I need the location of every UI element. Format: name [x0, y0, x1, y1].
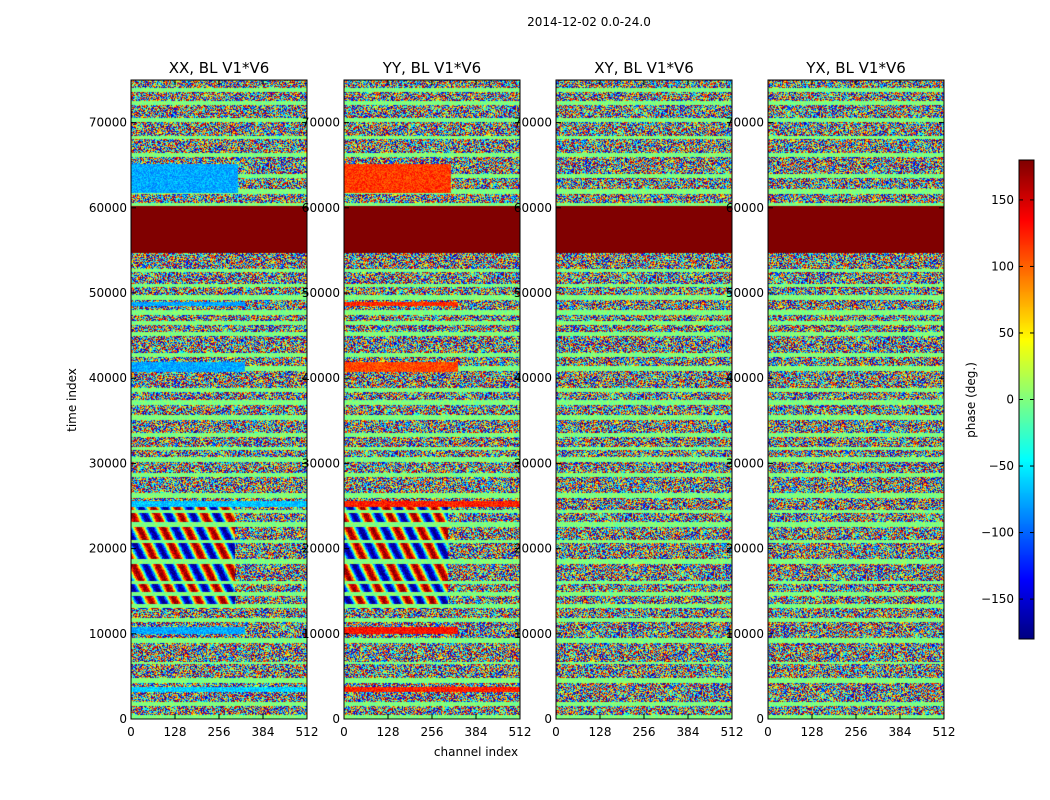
heatmap-image — [344, 80, 520, 719]
colorbar-tick-label: −50 — [989, 459, 1014, 473]
figure-suptitle: 2014-12-02 0.0-24.0 — [527, 15, 651, 29]
y-tick-label: 10000 — [89, 627, 127, 641]
y-tick-label: 40000 — [302, 371, 340, 385]
y-tick-label: 50000 — [514, 286, 552, 300]
x-tick-label: 384 — [252, 725, 275, 739]
heatmap-canvas — [131, 80, 307, 719]
y-tick-label: 0 — [119, 712, 127, 726]
y-tick-label: 0 — [332, 712, 340, 726]
y-tick-label: 50000 — [726, 286, 764, 300]
colorbar-gradient — [1019, 160, 1034, 639]
colorbar: −150 −100 −50 0 50 100 150 — [981, 159, 1035, 640]
x-tick-label: 384 — [465, 725, 488, 739]
y-tick-label: 0 — [544, 712, 552, 726]
heatmap-image — [768, 80, 944, 719]
panel-yx: YX, BL V1*V6 0 128 256 384 512 0 10000 20000 3000… — [726, 59, 956, 739]
x-axis-label: channel index — [434, 745, 518, 759]
y-tick-label: 30000 — [89, 456, 127, 470]
heatmap-image — [131, 80, 307, 719]
y-tick-label: 0 — [756, 712, 764, 726]
y-tick-label: 70000 — [514, 116, 552, 130]
x-tick-label: 0 — [127, 725, 135, 739]
y-tick-label: 10000 — [726, 627, 764, 641]
y-tick-label: 10000 — [514, 627, 552, 641]
panel-title: XX, BL V1*V6 — [169, 59, 270, 77]
x-tick-label: 512 — [933, 725, 956, 739]
panel-title: YX, BL V1*V6 — [805, 59, 906, 77]
x-tick-label: 256 — [421, 725, 444, 739]
heatmap-canvas — [768, 80, 944, 719]
y-tick-label: 10000 — [302, 627, 340, 641]
y-tick-label: 20000 — [89, 542, 127, 556]
y-tick-label: 30000 — [514, 456, 552, 470]
y-tick-label: 20000 — [726, 542, 764, 556]
panel-title: YY, BL V1*V6 — [382, 59, 481, 77]
panel-yy: YY, BL V1*V6 0 128 256 384 512 0 10000 20000 3000… — [302, 59, 532, 739]
x-tick-label: 256 — [845, 725, 868, 739]
colorbar-canvas — [1019, 160, 1034, 639]
x-tick-label: 0 — [340, 725, 348, 739]
y-tick-label: 40000 — [514, 371, 552, 385]
colorbar-tick-label: −100 — [981, 526, 1014, 540]
x-tick-label: 256 — [208, 725, 231, 739]
y-tick-label: 40000 — [89, 371, 127, 385]
colorbar-tick-label: −150 — [981, 592, 1014, 606]
x-tick-label: 0 — [552, 725, 560, 739]
colorbar-tick-label: 150 — [991, 193, 1014, 207]
colorbar-tick-label: 100 — [991, 259, 1014, 273]
y-tick-label: 60000 — [514, 201, 552, 215]
y-tick-label: 70000 — [302, 116, 340, 130]
y-axis-label: time index — [65, 368, 79, 432]
y-tick-label: 50000 — [302, 286, 340, 300]
y-tick-label: 40000 — [726, 371, 764, 385]
y-tick-label: 30000 — [726, 456, 764, 470]
x-tick-label: 384 — [889, 725, 912, 739]
x-tick-label: 512 — [296, 725, 319, 739]
y-tick-label: 70000 — [726, 116, 764, 130]
panel-title: XY, BL V1*V6 — [594, 59, 694, 77]
x-tick-label: 128 — [589, 725, 612, 739]
y-tick-label: 20000 — [302, 542, 340, 556]
x-tick-label: 128 — [801, 725, 824, 739]
y-tick-label: 50000 — [89, 286, 127, 300]
colorbar-label: phase (deg.) — [964, 362, 978, 438]
y-tick-label: 70000 — [89, 116, 127, 130]
x-tick-label: 128 — [377, 725, 400, 739]
panel-xy: XY, BL V1*V6 0 128 256 384 512 0 10000 20000 3000… — [514, 59, 744, 739]
x-tick-label: 0 — [764, 725, 772, 739]
y-tick-label: 60000 — [89, 201, 127, 215]
x-tick-label: 128 — [164, 725, 187, 739]
x-tick-label: 512 — [509, 725, 532, 739]
x-tick-label: 384 — [677, 725, 700, 739]
y-tick-label: 60000 — [726, 201, 764, 215]
y-tick-label: 30000 — [302, 456, 340, 470]
colorbar-tick-label: 50 — [999, 326, 1014, 340]
y-tick-label: 60000 — [302, 201, 340, 215]
panel-xx: XX, BL V1*V6 0 128 256 384 512 0 10000 20000 3000… — [89, 59, 319, 739]
x-tick-label: 256 — [633, 725, 656, 739]
heatmap-canvas — [344, 80, 520, 719]
x-tick-label: 512 — [721, 725, 744, 739]
y-tick-label: 20000 — [514, 542, 552, 556]
colorbar-tick-label: 0 — [1006, 393, 1014, 407]
heatmap-image — [556, 80, 732, 719]
heatmap-canvas — [556, 80, 732, 719]
panels: XX, BL V1*V6 0 128 256 384 512 0 10000 20000 3000… — [89, 59, 956, 739]
